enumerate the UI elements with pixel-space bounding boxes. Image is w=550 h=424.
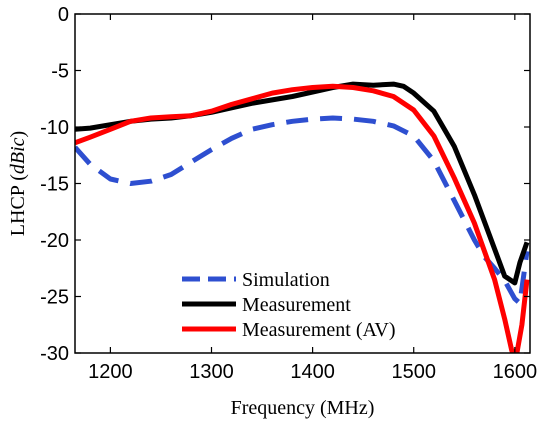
legend-label-1: Simulation [242,269,330,291]
y-tick-label: -30 [40,343,69,365]
y-tick-label: -5 [51,61,69,83]
x-tick-label: 1200 [88,361,133,383]
x-axis-label: Frequency (MHz) [231,397,375,419]
y-axis-label: LHCP (dBic) [7,131,29,236]
y-axis-label-close: ) [7,131,29,138]
y-tick-label: -10 [40,117,69,139]
legend-label-2: Measurement [242,294,351,316]
y-tick-label: 0 [58,4,69,26]
x-tick-label: 1400 [290,361,335,383]
y-tick-label: -15 [40,174,69,196]
x-tick-label: 1500 [391,361,436,383]
series-line-3 [75,83,530,353]
legend: Simulation Measurement Measurement (AV) [182,269,395,341]
x-tick-label: 1600 [493,361,538,383]
plot-area [75,81,530,353]
axis-ticks: 1200 1300 1400 1500 1600 0 -5 -10 -15 -20 -25 -30 [40,4,537,383]
x-tick-label: 1300 [189,361,234,383]
y-axis-label-unit: dBic [7,137,29,174]
legend-label-3: Measurement (AV) [242,319,395,341]
y-tick-label: -20 [40,230,69,252]
y-axis-label-main: LHCP ( [7,174,29,236]
y-tick-label: -25 [40,287,69,309]
